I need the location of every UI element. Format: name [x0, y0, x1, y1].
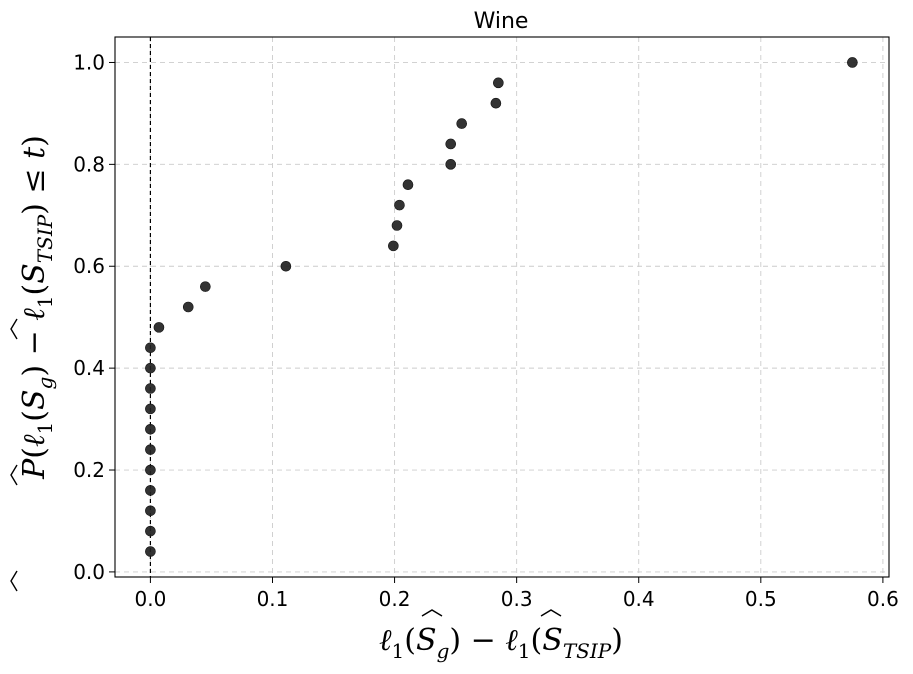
data-point: [145, 423, 156, 435]
data-point: [391, 220, 403, 231]
data-point: [153, 322, 165, 333]
y-tick-label: 0.6: [73, 254, 105, 278]
data-point: [145, 525, 156, 537]
y-axis-label: P(ℓ1(Sg) − ℓ1(STSIP) ≤ t): [17, 135, 57, 480]
y-tick-label: 1.0: [73, 50, 105, 74]
y-tick-label: 0.0: [73, 560, 105, 584]
y-tick-label: 0.8: [73, 152, 105, 176]
data-point: [145, 383, 156, 394]
hat-accent: [10, 464, 18, 486]
grid-layer: [115, 37, 889, 577]
hat-accent: [421, 609, 443, 617]
data-point: [145, 403, 156, 415]
data-point: [490, 97, 502, 109]
plot-frame: [114, 36, 890, 578]
data-point: [145, 362, 156, 374]
hat-accent: [10, 318, 18, 340]
hat-accent: [10, 570, 18, 592]
data-point: [145, 464, 156, 476]
x-tick-label: 0.1: [257, 587, 289, 611]
chart-title: Wine: [474, 9, 529, 34]
points-layer: [145, 57, 858, 557]
data-point: [847, 57, 858, 68]
data-point: [493, 77, 504, 89]
x-tick-label: 0.4: [623, 587, 655, 611]
data-point: [145, 444, 156, 455]
data-point: [402, 179, 414, 191]
data-point: [456, 118, 468, 129]
x-tick-label: 0.6: [867, 587, 899, 611]
data-point: [394, 199, 405, 211]
data-point: [145, 342, 156, 354]
hat-accent: [540, 609, 562, 617]
data-point: [445, 138, 457, 150]
x-tick-label: 0.5: [745, 587, 777, 611]
data-point: [200, 281, 211, 292]
data-point: [145, 505, 156, 517]
data-point: [145, 546, 156, 557]
y-tick-label: 0.2: [73, 458, 105, 482]
data-point: [182, 301, 194, 313]
x-axis-label: ℓ1(Sg) − ℓ1(STSIP): [379, 623, 623, 663]
ticks-layer: 0.0 0.1 0.2 0.3 0.4 0.5 0.6 0.0 0.2 0.4 0.6 0.8 1.0: [73, 50, 899, 611]
x-tick-label: 0.3: [501, 587, 533, 611]
x-tick-label: 0.2: [379, 587, 411, 611]
data-point: [145, 485, 156, 496]
svg-text:ℓ1(Sg) − ℓ1(STSIP): ℓ1(Sg) − ℓ1(STSIP): [379, 623, 623, 663]
svg-text:P(ℓ1(Sg) − ℓ1(STSIP) ≤ t): P(ℓ1(Sg) − ℓ1(STSIP) ≤ t): [17, 135, 57, 480]
y-tick-label: 0.4: [73, 356, 105, 380]
data-point: [280, 260, 292, 272]
data-point: [445, 159, 457, 170]
x-tick-label: 0.0: [134, 587, 166, 611]
data-point: [388, 240, 399, 252]
